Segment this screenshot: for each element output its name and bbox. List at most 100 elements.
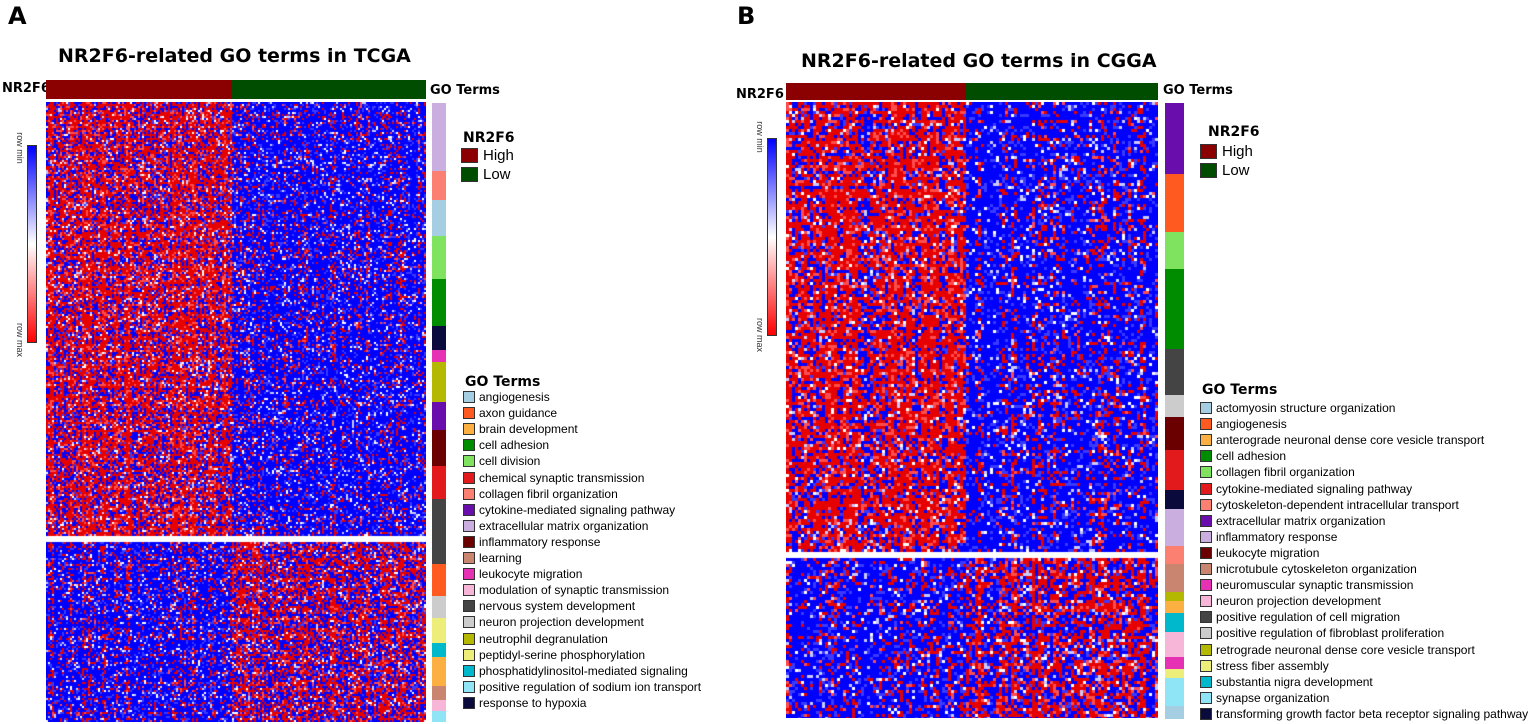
go-annotation-bar-b [1165, 103, 1184, 719]
go-annotation-segment-a [432, 326, 446, 351]
go-legend-item-a: brain development [463, 422, 578, 436]
legend-swatch [1200, 707, 1212, 720]
nr2f6-legend-b: High Low [1200, 143, 1320, 183]
go-annotation-segment-b [1165, 545, 1184, 565]
go-terms-header-b: GO Terms [1163, 83, 1233, 98]
go-legend-item-a: cytokine-mediated signaling pathway [463, 503, 675, 517]
go-legend-item-a: learning [463, 551, 522, 565]
legend-swatch [463, 664, 475, 677]
legend-label: neutrophil degranulation [479, 631, 608, 646]
go-legend-item-a: response to hypoxia [463, 696, 586, 710]
legend-swatch [463, 487, 475, 500]
go-legend-item-a: neuron projection development [463, 615, 644, 629]
legend-label: High [1222, 143, 1253, 160]
go-annotation-segment-a [432, 657, 446, 687]
scale-min-text-b: row min [755, 121, 765, 153]
go-legend-item-b: leukocyte migration [1200, 546, 1319, 560]
legend-label: brain development [479, 422, 578, 437]
go-annotation-segment-b [1165, 103, 1184, 174]
legend-label: cytokine-mediated signaling pathway [1216, 481, 1413, 496]
legend-label: neuron projection development [1216, 594, 1381, 609]
legend-label: retrograde neuronal dense core vesicle t… [1216, 642, 1475, 657]
go-annotation-segment-b [1165, 508, 1184, 546]
go-legend-item-a: nervous system development [463, 599, 635, 613]
nr2f6-group-low-a [232, 80, 426, 99]
go-legend-item-a: axon guidance [463, 406, 557, 420]
go-legend-item-b: cytokine-mediated signaling pathway [1200, 482, 1412, 496]
legend-swatch [463, 471, 475, 484]
go-annotation-segment-a [432, 362, 446, 403]
heatmap-b [786, 102, 1158, 718]
go-legend-item-b: anterograde neuronal dense core vesicle … [1200, 433, 1484, 447]
go-annotation-segment-a [432, 200, 446, 237]
go-annotation-bar-a [432, 103, 446, 723]
go-annotation-segment-b [1165, 450, 1184, 491]
nr2f6-legend-item-high-a: High [461, 147, 514, 164]
go-annotation-segment-a [432, 279, 446, 327]
go-legend-item-a: chemical synaptic transmission [463, 471, 644, 485]
legend-label: leukocyte migration [1216, 545, 1320, 560]
nr2f6-legend-a: High Low [461, 147, 581, 187]
go-annotation-segment-a [432, 711, 446, 723]
go-legend-item-b: extracellular matrix organization [1200, 514, 1385, 528]
legend-label: extracellular matrix organization [479, 518, 649, 533]
go-legend-item-a: positive regulation of sodium ion transp… [463, 680, 701, 694]
legend-swatch [463, 503, 475, 516]
legend-label: collagen fibril organization [1216, 465, 1355, 480]
go-legend-a: angiogenesis axon guidance brain developme… [463, 390, 743, 720]
legend-label: nervous system development [479, 599, 636, 614]
go-legend-item-b: neuron projection development [1200, 594, 1381, 608]
go-legend-item-a: extracellular matrix organization [463, 519, 648, 533]
nr2f6-group-low-b [966, 83, 1158, 100]
go-annotation-segment-b [1165, 490, 1184, 510]
go-legend-item-b: cytoskeleton-dependent intracellular tra… [1200, 498, 1459, 512]
legend-swatch [463, 680, 475, 693]
go-annotation-segment-a [432, 466, 446, 500]
go-annotation-segment-a [432, 430, 446, 467]
chart-title-a: NR2F6-related GO terms in TCGA [58, 45, 411, 67]
legend-label: angiogenesis [479, 390, 550, 404]
legend-label: peptidyl-serine phosphorylation [479, 647, 646, 662]
go-legend-item-b: positive regulation of cell migration [1200, 610, 1400, 624]
go-legend-item-a: modulation of synaptic transmission [463, 583, 669, 597]
legend-label: learning [479, 551, 522, 565]
go-legend-item-b: inflammatory response [1200, 530, 1337, 544]
legend-swatch [1200, 659, 1212, 672]
nr2f6-legend-title-a: NR2F6 [463, 130, 515, 146]
go-legend-item-a: phosphatidylinositol-mediated signaling [463, 664, 688, 678]
legend-label: stress fiber assembly [1216, 658, 1329, 673]
legend-label: positive regulation of fibroblast prolif… [1216, 626, 1445, 641]
legend-swatch [1200, 514, 1212, 527]
legend-label: Low [1222, 162, 1250, 179]
go-annotation-segment-a [432, 401, 446, 431]
go-annotation-segment-b [1165, 395, 1184, 418]
go-annotation-segment-a [432, 171, 446, 201]
legend-label: angiogenesis [1216, 417, 1287, 432]
go-legend-item-b: positive regulation of fibroblast prolif… [1200, 626, 1444, 640]
go-annotation-segment-a [432, 596, 446, 619]
scale-max-text-b: row max [755, 317, 765, 353]
legend-label: cytoskeleton-dependent intracellular tra… [1216, 497, 1459, 512]
go-annotation-segment-a [432, 498, 446, 564]
legend-label: cell adhesion [479, 438, 550, 453]
legend-swatch [463, 407, 475, 420]
legend-swatch [1200, 466, 1212, 479]
go-legend-item-a: inflammatory response [463, 535, 600, 549]
legend-label: axon guidance [479, 406, 558, 421]
legend-swatch [1200, 450, 1212, 463]
go-annotation-segment-b [1165, 601, 1184, 615]
legend-swatch [1200, 675, 1212, 688]
nr2f6-row-label-a: NR2F6 [2, 81, 50, 96]
legend-swatch [1200, 691, 1212, 704]
nr2f6-row-label-b: NR2F6 [736, 87, 784, 102]
legend-label: modulation of synaptic transmission [479, 583, 670, 598]
legend-swatch [1200, 579, 1212, 592]
go-annotation-segment-b [1165, 678, 1184, 707]
go-legend-item-a: peptidyl-serine phosphorylation [463, 648, 645, 662]
legend-swatch [463, 519, 475, 532]
nr2f6-legend-item-low-b: Low [1200, 162, 1250, 179]
legend-swatch [1200, 163, 1217, 178]
nr2f6-legend-item-high-b: High [1200, 143, 1253, 160]
legend-swatch [1200, 546, 1212, 559]
legend-swatch [1200, 482, 1212, 495]
